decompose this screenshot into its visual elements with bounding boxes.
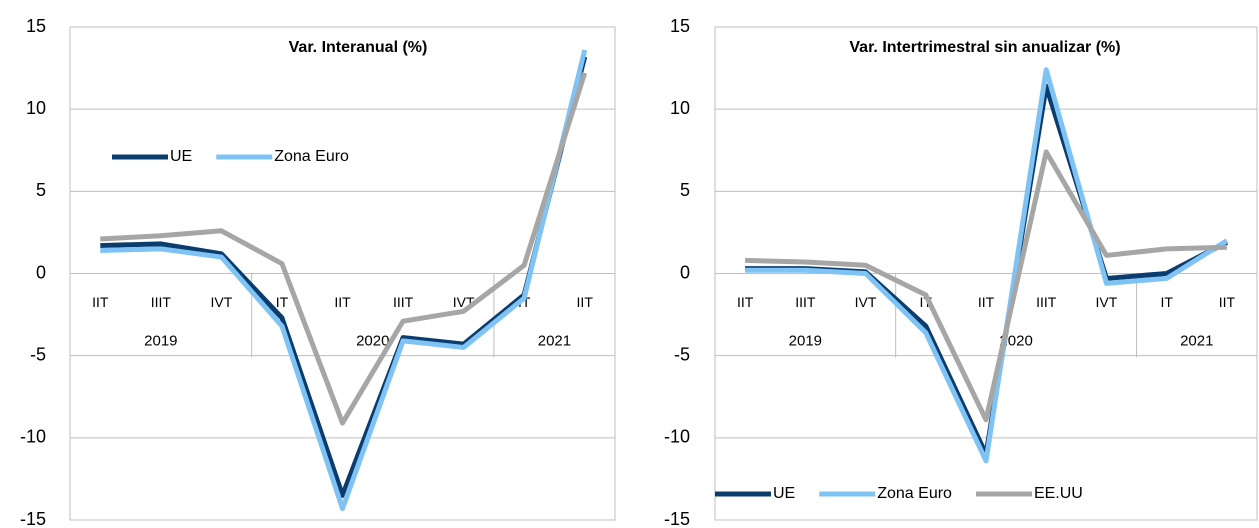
line-series bbox=[745, 67, 1229, 464]
y-tick-label: -15 bbox=[664, 509, 690, 528]
x-tick-label: IIT bbox=[577, 294, 594, 310]
x-tick-label: IVT bbox=[1096, 294, 1118, 310]
x-tick-label: IIIT bbox=[151, 294, 172, 310]
group-label: 2019 bbox=[144, 332, 177, 349]
group-label: 2020 bbox=[356, 332, 389, 349]
y-tick-label: -5 bbox=[30, 344, 46, 364]
x-tick-label: IIT bbox=[92, 294, 109, 310]
x-tick-label: IVT bbox=[855, 294, 877, 310]
line-series bbox=[100, 72, 588, 426]
group-label: 2021 bbox=[1180, 332, 1213, 349]
y-tick-label: 15 bbox=[670, 16, 690, 36]
line-series bbox=[745, 149, 1227, 423]
y-tick-label: 5 bbox=[36, 180, 46, 200]
chart-title: Var. Intertrimestral sin anualizar (%) bbox=[849, 39, 1120, 56]
y-tick-label: -10 bbox=[664, 427, 690, 447]
legend-label: Zona Euro bbox=[274, 148, 349, 165]
x-tick-label: IIT bbox=[978, 294, 995, 310]
line-series bbox=[100, 49, 588, 511]
x-tick-label: IIT bbox=[334, 294, 351, 310]
line-series bbox=[100, 55, 588, 498]
y-tick-label: 10 bbox=[26, 98, 46, 118]
legend-label: Zona Euro bbox=[877, 485, 952, 502]
plot-border bbox=[69, 26, 616, 521]
y-tick-label: -5 bbox=[674, 344, 690, 364]
plot-border bbox=[714, 26, 1258, 521]
group-label: 2019 bbox=[789, 332, 822, 349]
group-label: 2020 bbox=[999, 332, 1032, 349]
y-tick-label: 5 bbox=[680, 180, 690, 200]
x-tick-label: IIT bbox=[1219, 294, 1236, 310]
x-tick-label: IIT bbox=[737, 294, 754, 310]
y-tick-label: 15 bbox=[26, 16, 46, 36]
x-tick-label: IVT bbox=[210, 294, 232, 310]
x-tick-label: IT bbox=[1160, 294, 1173, 310]
y-tick-label: -15 bbox=[20, 509, 46, 528]
chart-title: Var. Interanual (%) bbox=[289, 39, 428, 56]
y-tick-label: 0 bbox=[680, 262, 690, 282]
x-tick-label: IIIT bbox=[393, 294, 414, 310]
y-tick-label: 10 bbox=[670, 98, 690, 118]
y-tick-label: -10 bbox=[20, 427, 46, 447]
x-tick-label: IT bbox=[276, 294, 289, 310]
legend-label: EE.UU bbox=[1034, 485, 1083, 502]
x-tick-label: IIIT bbox=[795, 294, 816, 310]
x-tick-label: IIIT bbox=[1036, 294, 1057, 310]
y-tick-label: 0 bbox=[36, 262, 46, 282]
legend-label: UE bbox=[170, 148, 192, 165]
group-label: 2021 bbox=[538, 332, 571, 349]
legend-label: UE bbox=[773, 485, 795, 502]
